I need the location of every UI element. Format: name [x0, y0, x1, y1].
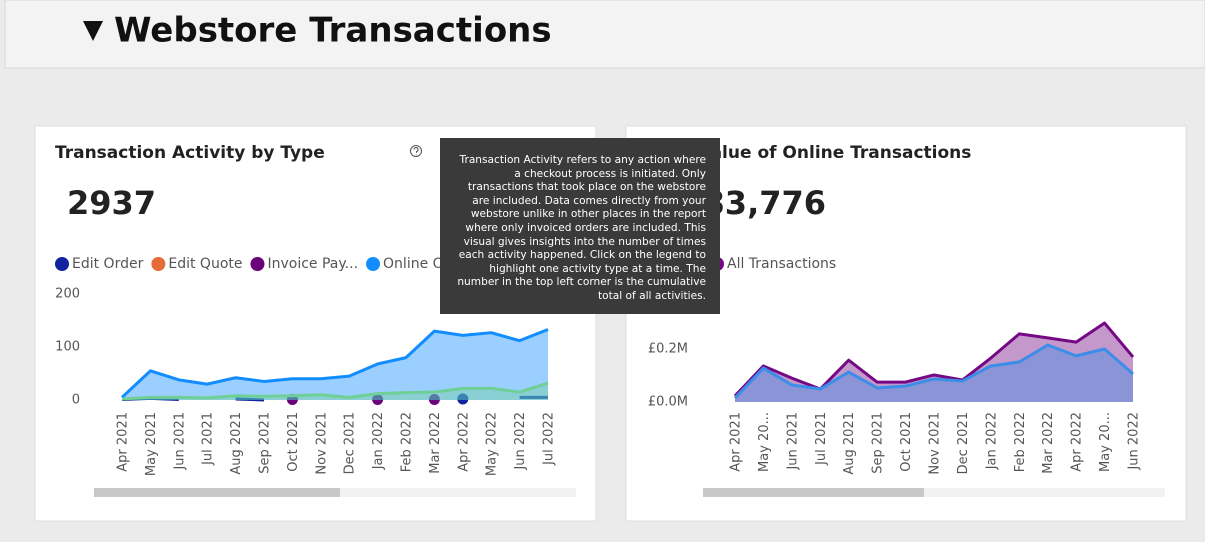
- x-tick-label: Aug 2021: [842, 412, 857, 475]
- legend-swatch: [366, 257, 381, 271]
- x-tick-label: Apr 2022: [1070, 412, 1085, 472]
- x-tick-label: Oct 2021: [286, 412, 301, 472]
- series-line: [733, 343, 1134, 400]
- y-tick-label: 200: [55, 287, 80, 302]
- data-point: [457, 393, 469, 405]
- x-tick-label: May 2021: [144, 412, 159, 476]
- x-tick-label: Jun 2021: [785, 412, 800, 471]
- page-title: Webstore Transactions: [114, 11, 552, 51]
- card-title: Transaction Activity by Type: [55, 143, 325, 163]
- help-icon[interactable]: [410, 145, 422, 157]
- x-tick-label: May 20...: [1098, 412, 1113, 472]
- legend-label: Edit Order: [72, 256, 144, 272]
- x-tick-label: Feb 2022: [1013, 412, 1028, 472]
- x-tick-label: Aug 2021: [229, 412, 244, 475]
- x-tick-label: Oct 2021: [899, 412, 914, 472]
- x-tick-label: Jan 2022: [984, 412, 999, 470]
- series-line: [121, 381, 549, 401]
- x-tick-label: Jul 2022: [542, 412, 557, 466]
- scrollbar-track: [703, 488, 1165, 497]
- legend-label: All Transactions: [727, 256, 836, 272]
- legend-swatch: [250, 257, 265, 271]
- legend-label: Invoice Pay...: [267, 256, 358, 272]
- data-point: [428, 393, 440, 405]
- x-tick-label: Jun 2021: [172, 412, 187, 471]
- kpi-value: 2937: [67, 184, 156, 222]
- area-fill: [735, 345, 1133, 402]
- x-tick-label: Mar 2022: [428, 412, 443, 474]
- x-tick-label: Sep 2021: [258, 412, 273, 474]
- area-fill: [122, 329, 548, 400]
- collapse-icon[interactable]: [83, 21, 103, 41]
- legend-swatch: [151, 257, 166, 271]
- x-tick-label: Dec 2021: [956, 412, 971, 474]
- data-point: [372, 393, 384, 405]
- scrollbar-thumb[interactable]: [94, 488, 340, 497]
- x-tick-label: Apr 2022: [456, 412, 471, 472]
- y-tick-label: 100: [55, 340, 80, 355]
- legend-swatch: [55, 257, 69, 271]
- scrollbar-thumb[interactable]: [703, 488, 924, 497]
- tooltip: Transaction Activity refers to any actio…: [440, 138, 720, 314]
- x-tick-label: Jun 2022: [1127, 412, 1142, 471]
- x-tick-label: Jan 2022: [371, 412, 386, 470]
- x-tick-label: Apr 2021: [116, 412, 131, 472]
- legend-label: Edit Quote: [168, 256, 242, 272]
- y-tick-label: £0.2M: [648, 342, 688, 357]
- x-tick-label: May 20...: [757, 412, 772, 472]
- x-tick-label: Apr 2021: [729, 412, 744, 472]
- help-icon-glyph: [413, 147, 419, 156]
- x-tick-label: Dec 2021: [343, 412, 358, 474]
- area-fill: [122, 383, 548, 400]
- x-tick-label: Nov 2021: [314, 412, 329, 475]
- series-line: [120, 328, 549, 399]
- x-tick-label: Sep 2021: [871, 412, 886, 474]
- x-tick-label: Jul 2021: [201, 412, 216, 466]
- x-tick-label: May 2022: [485, 412, 500, 476]
- x-tick-label: Jun 2022: [513, 412, 528, 471]
- x-tick-label: Mar 2022: [1041, 412, 1056, 474]
- y-tick-label: 0: [72, 393, 80, 408]
- series-line: [733, 321, 1135, 397]
- card-title: Total Value of Online Transactions: [646, 143, 971, 163]
- x-tick-label: Nov 2021: [928, 412, 943, 475]
- x-tick-label: Jul 2021: [814, 412, 829, 466]
- header-band: [4, 0, 1205, 69]
- series-line: [235, 397, 265, 402]
- x-tick-label: Feb 2022: [400, 412, 415, 472]
- y-tick-label: £0.0M: [648, 395, 688, 410]
